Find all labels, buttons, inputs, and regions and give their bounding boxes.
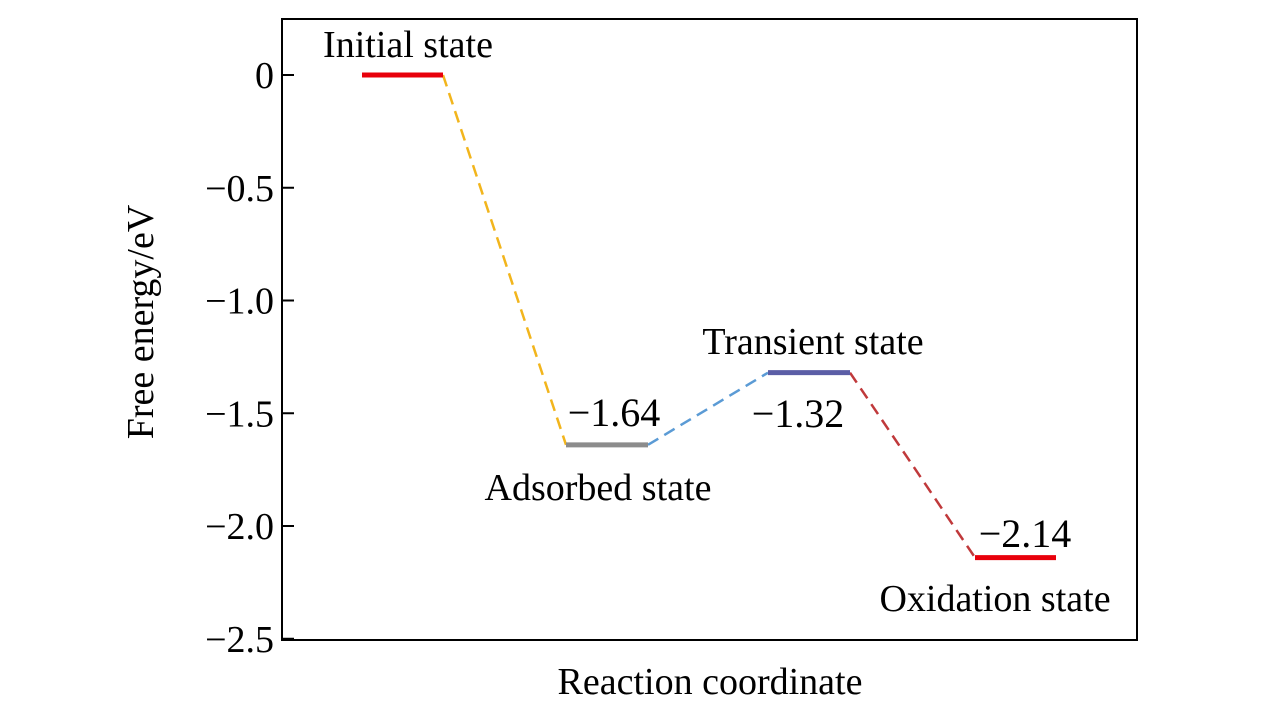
value-label-transient: −1.32 xyxy=(752,391,845,436)
y-tick-label: 0 xyxy=(255,55,274,97)
connector-adsorbed-to-transient xyxy=(647,371,769,446)
state-label-initial: Initial state xyxy=(323,24,493,66)
plot-frame xyxy=(281,18,1138,641)
connector-initial-to-adsorbed xyxy=(441,74,568,446)
value-label-adsorbed: −1.64 xyxy=(568,390,661,435)
y-tick-label: −1.5 xyxy=(205,393,274,435)
value-label-oxidation: −2.14 xyxy=(979,511,1072,556)
x-axis-label: Reaction coordinate xyxy=(558,661,863,703)
y-tick-label: −2.5 xyxy=(205,619,274,661)
y-tick-label: −0.5 xyxy=(205,168,274,210)
state-label-transient: Transient state xyxy=(702,321,923,363)
y-tick-label: −2.0 xyxy=(205,506,274,548)
connector-transient-to-oxidation xyxy=(848,371,977,559)
state-label-adsorbed: Adsorbed state xyxy=(485,467,712,509)
y-tick-label: −1.0 xyxy=(205,281,274,323)
y-axis-label: Free energy/eV xyxy=(120,204,162,439)
state-label-oxidation: Oxidation state xyxy=(879,578,1110,620)
